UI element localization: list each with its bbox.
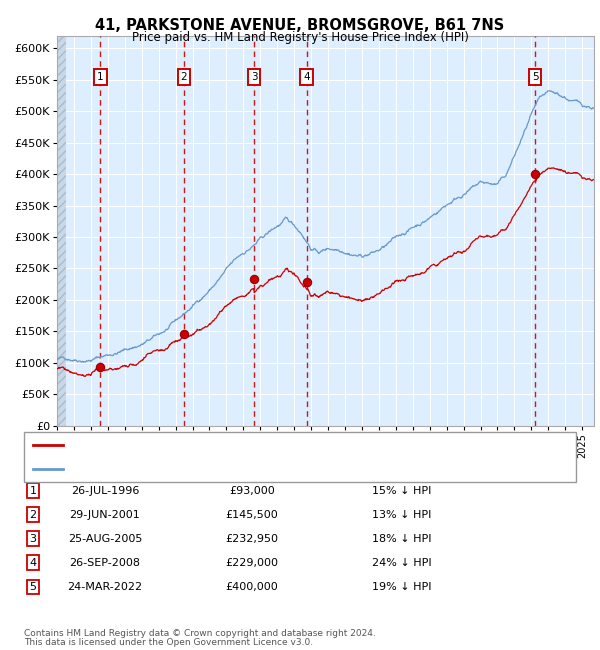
Text: 26-JUL-1996: 26-JUL-1996 [71, 486, 139, 496]
Text: 4: 4 [304, 72, 310, 82]
Text: 2: 2 [29, 510, 37, 520]
Text: HPI: Average price, detached house, Bromsgrove: HPI: Average price, detached house, Brom… [67, 463, 323, 474]
Text: 25-AUG-2005: 25-AUG-2005 [68, 534, 142, 544]
Text: £232,950: £232,950 [226, 534, 278, 544]
Text: 13% ↓ HPI: 13% ↓ HPI [372, 510, 431, 520]
Text: This data is licensed under the Open Government Licence v3.0.: This data is licensed under the Open Gov… [24, 638, 313, 647]
Text: 5: 5 [29, 582, 37, 592]
Text: £400,000: £400,000 [226, 582, 278, 592]
Text: 26-SEP-2008: 26-SEP-2008 [70, 558, 140, 568]
Text: 29-JUN-2001: 29-JUN-2001 [70, 510, 140, 520]
Text: 3: 3 [251, 72, 257, 82]
Bar [57, 36, 67, 426]
Text: 24-MAR-2022: 24-MAR-2022 [67, 582, 143, 592]
Text: Price paid vs. HM Land Registry's House Price Index (HPI): Price paid vs. HM Land Registry's House … [131, 31, 469, 44]
Text: 41, PARKSTONE AVENUE, BROMSGROVE, B61 7NS: 41, PARKSTONE AVENUE, BROMSGROVE, B61 7N… [95, 18, 505, 33]
Text: 3: 3 [29, 534, 37, 544]
Text: 24% ↓ HPI: 24% ↓ HPI [372, 558, 431, 568]
Text: 4: 4 [29, 558, 37, 568]
Text: Contains HM Land Registry data © Crown copyright and database right 2024.: Contains HM Land Registry data © Crown c… [24, 629, 376, 638]
Text: 1: 1 [29, 486, 37, 496]
Text: 15% ↓ HPI: 15% ↓ HPI [372, 486, 431, 496]
Text: 41, PARKSTONE AVENUE, BROMSGROVE, B61 7NS (detached house): 41, PARKSTONE AVENUE, BROMSGROVE, B61 7N… [67, 440, 422, 450]
Text: £145,500: £145,500 [226, 510, 278, 520]
Text: 18% ↓ HPI: 18% ↓ HPI [372, 534, 431, 544]
Text: £229,000: £229,000 [226, 558, 278, 568]
Text: 2: 2 [181, 72, 187, 82]
Text: 1: 1 [97, 72, 104, 82]
Text: £93,000: £93,000 [229, 486, 275, 496]
Text: 5: 5 [532, 72, 539, 82]
Text: 19% ↓ HPI: 19% ↓ HPI [372, 582, 431, 592]
